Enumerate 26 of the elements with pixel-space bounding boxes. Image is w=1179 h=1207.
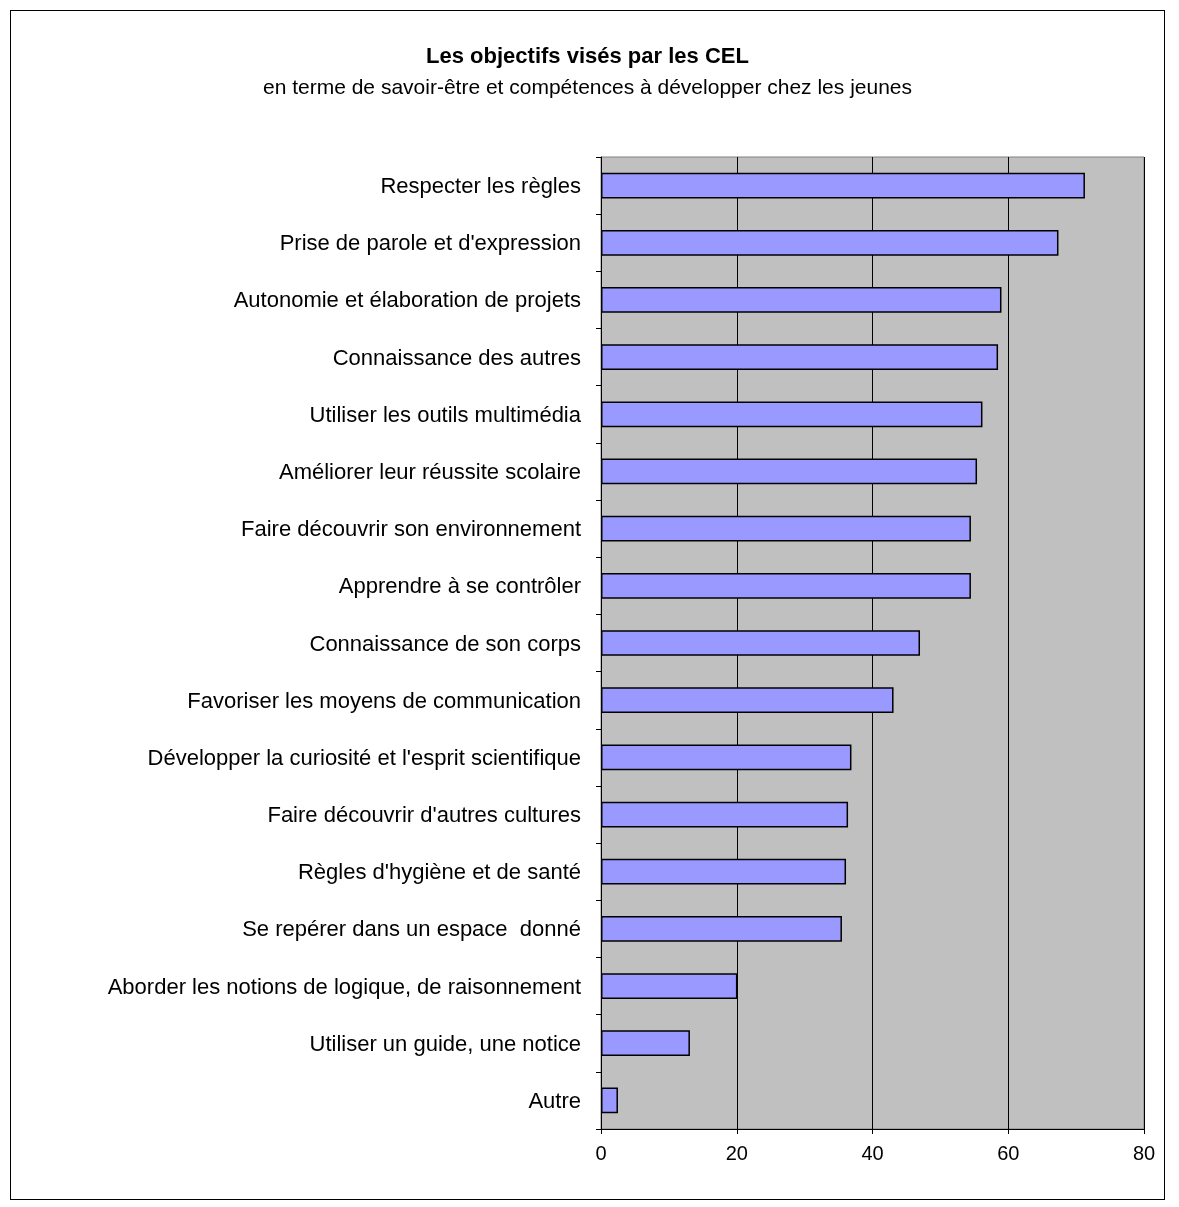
y-tick-label: Faire découvrir son environnement bbox=[241, 516, 581, 542]
y-tick-label: Prise de parole et d'expression bbox=[279, 230, 581, 256]
y-tick-label: Favoriser les moyens de communication bbox=[187, 687, 581, 713]
chart-title: Les objectifs visés par les CEL bbox=[426, 42, 749, 68]
x-tick-label: 0 bbox=[595, 1142, 607, 1164]
x-tick-label: 80 bbox=[1132, 1142, 1156, 1164]
y-tick-label: Utiliser les outils multimédia bbox=[309, 401, 582, 427]
y-tick-label: Développer la curiosité et l'esprit scientifique bbox=[147, 744, 581, 770]
y-tick-label: Connaissance de son corps bbox=[309, 630, 581, 656]
y-tick-label: Autonomie et élaboration de projets bbox=[233, 287, 581, 313]
x-tick-label: 60 bbox=[997, 1142, 1020, 1164]
y-tick-label: Apprendre à se contrôler bbox=[338, 573, 581, 599]
y-tick-label: Autre bbox=[528, 1087, 581, 1113]
y-tick-label: Utiliser un guide, une notice bbox=[309, 1030, 581, 1056]
y-tick-label: Connaissance des autres bbox=[332, 344, 581, 370]
y-tick-label: Aborder les notions de logique, de raisonnement bbox=[107, 973, 581, 999]
x-tick-label: 40 bbox=[861, 1142, 884, 1164]
bar bbox=[601, 1087, 618, 1114]
y-tick-label: Se repérer dans un espace donné bbox=[242, 916, 581, 942]
y-tick-label: Règles d'hygiène et de santé bbox=[297, 859, 581, 885]
x-tick-label: 20 bbox=[725, 1142, 748, 1164]
y-tick-label: Faire découvrir d'autres cultures bbox=[267, 802, 581, 828]
y-tick-label: Améliorer leur réussite scolaire bbox=[279, 458, 581, 484]
y-tick-label: Respecter les règles bbox=[380, 173, 581, 199]
bar bbox=[601, 1030, 690, 1057]
chart-subtitle: en terme de savoir-être et compétences à développer chez les jeunes bbox=[262, 75, 913, 98]
